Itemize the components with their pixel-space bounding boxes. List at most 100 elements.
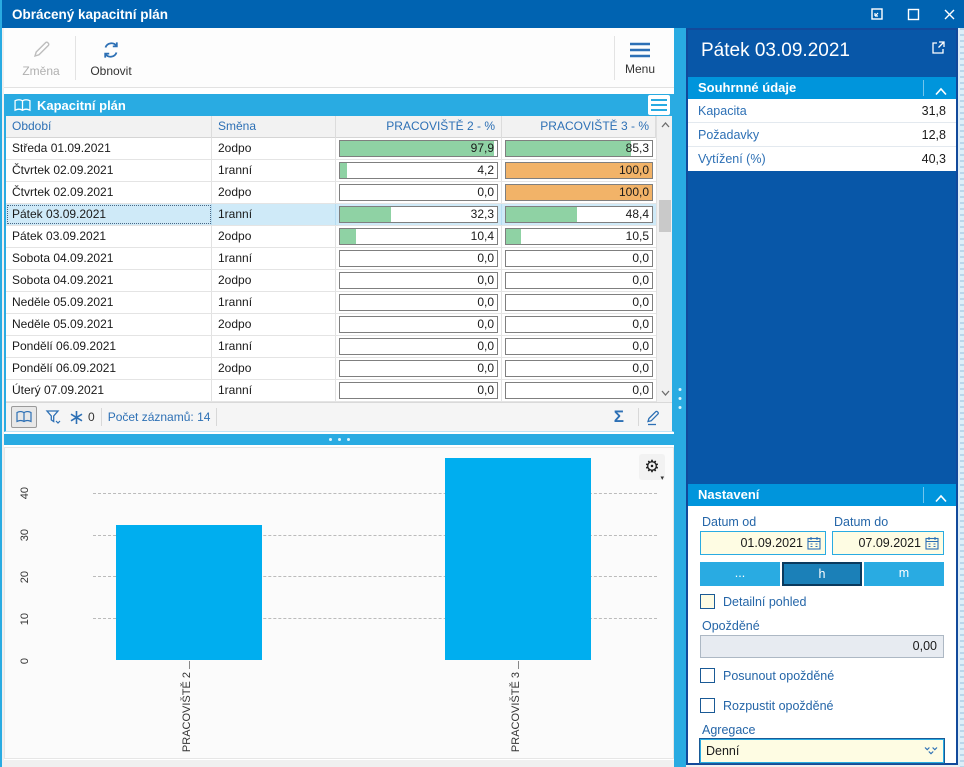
dissolve-delayed-label[interactable]: Rozpustit opožděné — [723, 699, 834, 713]
date-from-label: Datum od — [702, 515, 757, 529]
range-ellipsis-button[interactable]: ... — [700, 562, 780, 586]
toolbar-separator — [614, 36, 615, 80]
range-hours-button[interactable]: h — [782, 562, 862, 586]
grid-view-toggle-button[interactable] — [11, 406, 37, 428]
chart-settings-caret-icon: ▾ — [660, 475, 664, 482]
menu-button[interactable]: Menu — [608, 32, 672, 84]
scroll-thumb[interactable] — [659, 200, 671, 232]
period-cell: Středa 01.09.2021 — [6, 138, 212, 159]
change-button[interactable]: Změna — [10, 32, 72, 84]
period-cell: Čtvrtek 02.09.2021 — [6, 160, 212, 181]
period-cell: Sobota 04.09.2021 — [6, 270, 212, 291]
section-separator — [923, 487, 924, 503]
calendar-button[interactable] — [807, 536, 821, 550]
detail-panel-title: Pátek 03.09.2021 — [701, 40, 850, 61]
collapse-chevron-icon[interactable] — [934, 81, 948, 103]
chevron-down-icon — [661, 390, 669, 396]
menu-label: Menu — [624, 61, 656, 76]
workplace3-cell: 0,0 — [502, 380, 656, 401]
summary-label: Požadavky — [698, 127, 760, 142]
change-label: Změna — [22, 63, 60, 78]
shift-delayed-label[interactable]: Posunout opožděné — [723, 669, 835, 683]
workplace2-cell: 0,0 — [336, 270, 502, 291]
period-cell: Pondělí 06.09.2021 — [6, 336, 212, 357]
maximize-button[interactable] — [902, 3, 924, 25]
status-separator — [216, 408, 218, 426]
dock-icon — [871, 8, 883, 20]
table-row[interactable]: Pondělí 06.09.2021 2odpo 0,0 0,0 — [6, 358, 656, 380]
shift-cell: 2odpo — [212, 358, 336, 379]
freeze-button[interactable] — [69, 410, 84, 425]
horizontal-splitter[interactable] — [4, 434, 674, 445]
edit-button[interactable] — [645, 409, 662, 426]
dock-window-button[interactable] — [866, 3, 888, 25]
scroll-down-button[interactable] — [657, 384, 673, 402]
date-from-input[interactable]: 01.09.2021 — [700, 531, 826, 555]
table-row[interactable]: Pátek 03.09.2021 1ranní 32,3 48,4 — [6, 204, 656, 226]
delayed-field: 0,00 — [700, 635, 944, 658]
shift-delayed-checkbox[interactable] — [700, 668, 715, 683]
table-row[interactable]: Středa 01.09.2021 2odpo 97,9 85,3 — [6, 138, 656, 160]
record-count-label: Počet záznamů: 14 — [107, 410, 211, 424]
dropdown-chevrons-icon — [924, 746, 938, 756]
period-cell: Úterý 07.09.2021 — [6, 380, 212, 401]
table-row[interactable]: Neděle 05.09.2021 2odpo 0,0 0,0 — [6, 314, 656, 336]
refresh-button[interactable]: Obnovit — [80, 32, 142, 84]
hamburger-icon — [630, 42, 650, 57]
date-to-input[interactable]: 07.09.2021 — [832, 531, 944, 555]
table-row[interactable]: Sobota 04.09.2021 1ranní 0,0 0,0 — [6, 248, 656, 270]
refresh-icon — [104, 41, 118, 58]
open-in-window-button[interactable] — [930, 40, 946, 61]
shift-cell: 1ranní — [212, 380, 336, 401]
table-row[interactable]: Neděle 05.09.2021 1ranní 0,0 0,0 — [6, 292, 656, 314]
capacity-grid-panel: Kapacitní plán Období Směna PRACOVIŠTĚ 2… — [4, 94, 674, 432]
edit-pencil-icon — [647, 410, 659, 425]
column-header-p3[interactable]: PRACOVIŠTĚ 3 - % — [502, 116, 656, 138]
workplace2-cell: 0,0 — [336, 314, 502, 335]
external-link-icon — [932, 41, 945, 54]
chart-ytick-label: 40 — [19, 487, 31, 500]
table-row[interactable]: Pondělí 06.09.2021 1ranní 0,0 0,0 — [6, 336, 656, 358]
dissolve-delayed-checkbox[interactable] — [700, 698, 715, 713]
sum-button[interactable]: Σ — [613, 407, 624, 426]
shift-cell: 2odpo — [212, 314, 336, 335]
settings-section-header[interactable]: Nastavení — [688, 484, 956, 506]
column-header-period[interactable]: Období — [6, 116, 212, 138]
period-cell: Pátek 03.09.2021 — [6, 204, 212, 225]
chart-settings-button[interactable]: ⚙ — [639, 454, 665, 480]
workplace3-cell: 48,4 — [502, 204, 656, 225]
detail-view-checkbox[interactable] — [700, 594, 715, 609]
vertical-splitter[interactable] — [674, 28, 686, 767]
snowflake-icon — [70, 410, 83, 424]
scroll-up-button[interactable] — [657, 116, 673, 134]
shift-cell: 2odpo — [212, 138, 336, 159]
maximize-icon — [907, 8, 919, 20]
calendar-button[interactable] — [925, 536, 939, 550]
summary-section-header[interactable]: Souhrnné údaje — [688, 77, 956, 99]
grid-menu-button[interactable] — [648, 95, 670, 115]
close-button[interactable] — [938, 3, 960, 25]
table-scrollbar[interactable] — [656, 116, 672, 402]
column-header-shift[interactable]: Směna — [212, 116, 336, 138]
status-separator — [100, 408, 102, 426]
status-separator — [638, 408, 639, 426]
grid-title: Kapacitní plán — [37, 97, 126, 113]
workplace2-cell: 0,0 — [336, 248, 502, 269]
table-row[interactable]: Čtvrtek 02.09.2021 1ranní 4,2 100,0 — [6, 160, 656, 182]
aggregation-dropdown[interactable]: Denní — [699, 738, 945, 764]
side-scroll-strip[interactable] — [958, 28, 964, 767]
table-row[interactable]: Sobota 04.09.2021 2odpo 0,0 0,0 — [6, 270, 656, 292]
workplace2-cell: 97,9 — [336, 138, 502, 159]
table-row[interactable]: Pátek 03.09.2021 2odpo 10,4 10,5 — [6, 226, 656, 248]
table-row[interactable]: Čtvrtek 02.09.2021 2odpo 0,0 100,0 — [6, 182, 656, 204]
detail-view-label[interactable]: Detailní pohled — [723, 595, 807, 609]
window-bottom-edge — [4, 760, 674, 767]
workplace2-cell: 0,0 — [336, 292, 502, 313]
filter-button[interactable] — [45, 409, 61, 425]
range-minutes-button[interactable]: m — [864, 562, 944, 586]
column-header-p2[interactable]: PRACOVIŠTĚ 2 - % — [336, 116, 502, 138]
date-to-value: 07.09.2021 — [858, 536, 921, 550]
table-row[interactable]: Úterý 07.09.2021 1ranní 0,0 0,0 — [6, 380, 656, 402]
workplace3-cell: 0,0 — [502, 292, 656, 313]
collapse-chevron-icon[interactable] — [934, 488, 948, 510]
